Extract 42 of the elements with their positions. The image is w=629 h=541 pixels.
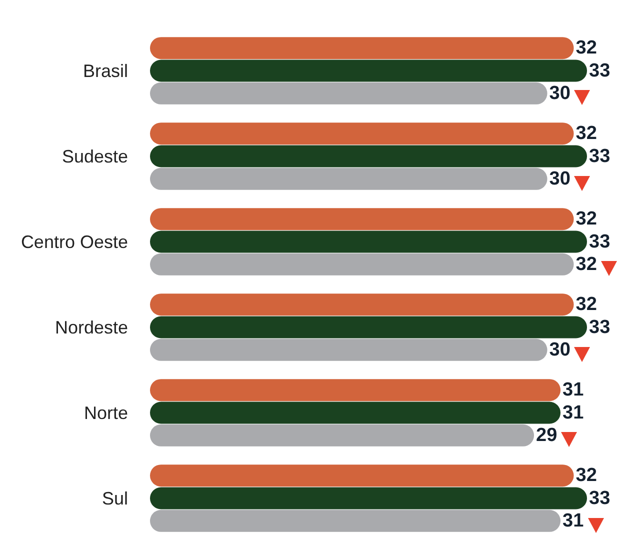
y-tick-label: Sudeste bbox=[62, 146, 128, 166]
bar bbox=[150, 82, 548, 104]
bar bbox=[150, 510, 561, 532]
data-label: 32 bbox=[576, 38, 597, 59]
bar bbox=[150, 60, 587, 82]
data-label: 30 bbox=[549, 168, 570, 190]
data-label: 29 bbox=[536, 424, 558, 446]
bar bbox=[150, 230, 587, 253]
data-label: 33 bbox=[589, 316, 610, 338]
bar bbox=[150, 253, 574, 276]
bar bbox=[150, 37, 574, 60]
bar bbox=[150, 122, 574, 145]
data-label: 31 bbox=[562, 380, 584, 401]
data-label: 33 bbox=[589, 60, 610, 82]
bar bbox=[150, 464, 574, 487]
y-tick-label: Centro Oeste bbox=[20, 232, 128, 252]
y-tick-label: Sul bbox=[102, 488, 128, 508]
data-label: 30 bbox=[549, 339, 570, 360]
y-tick-label: Norte bbox=[84, 402, 128, 423]
data-label: 32 bbox=[576, 208, 597, 230]
data-label: 32 bbox=[576, 123, 597, 144]
bar bbox=[150, 168, 548, 190]
bar bbox=[150, 294, 574, 316]
data-label: 32 bbox=[576, 254, 597, 275]
bar bbox=[150, 338, 548, 361]
y-tick-label: Brasil bbox=[82, 60, 128, 81]
data-label: 30 bbox=[549, 82, 570, 104]
bar bbox=[150, 316, 587, 338]
bar bbox=[150, 379, 561, 402]
bar bbox=[150, 424, 534, 446]
bar bbox=[150, 145, 587, 168]
data-label: 32 bbox=[576, 294, 597, 316]
data-label: 31 bbox=[562, 510, 584, 532]
data-label: 33 bbox=[589, 488, 610, 509]
bar bbox=[150, 487, 587, 510]
bar bbox=[150, 402, 561, 424]
data-label: 33 bbox=[589, 231, 610, 252]
y-tick-label: Nordeste bbox=[54, 317, 128, 338]
data-label: 32 bbox=[576, 465, 597, 486]
bar bbox=[150, 208, 574, 230]
data-label: 33 bbox=[589, 146, 610, 167]
data-label: 31 bbox=[562, 402, 584, 424]
